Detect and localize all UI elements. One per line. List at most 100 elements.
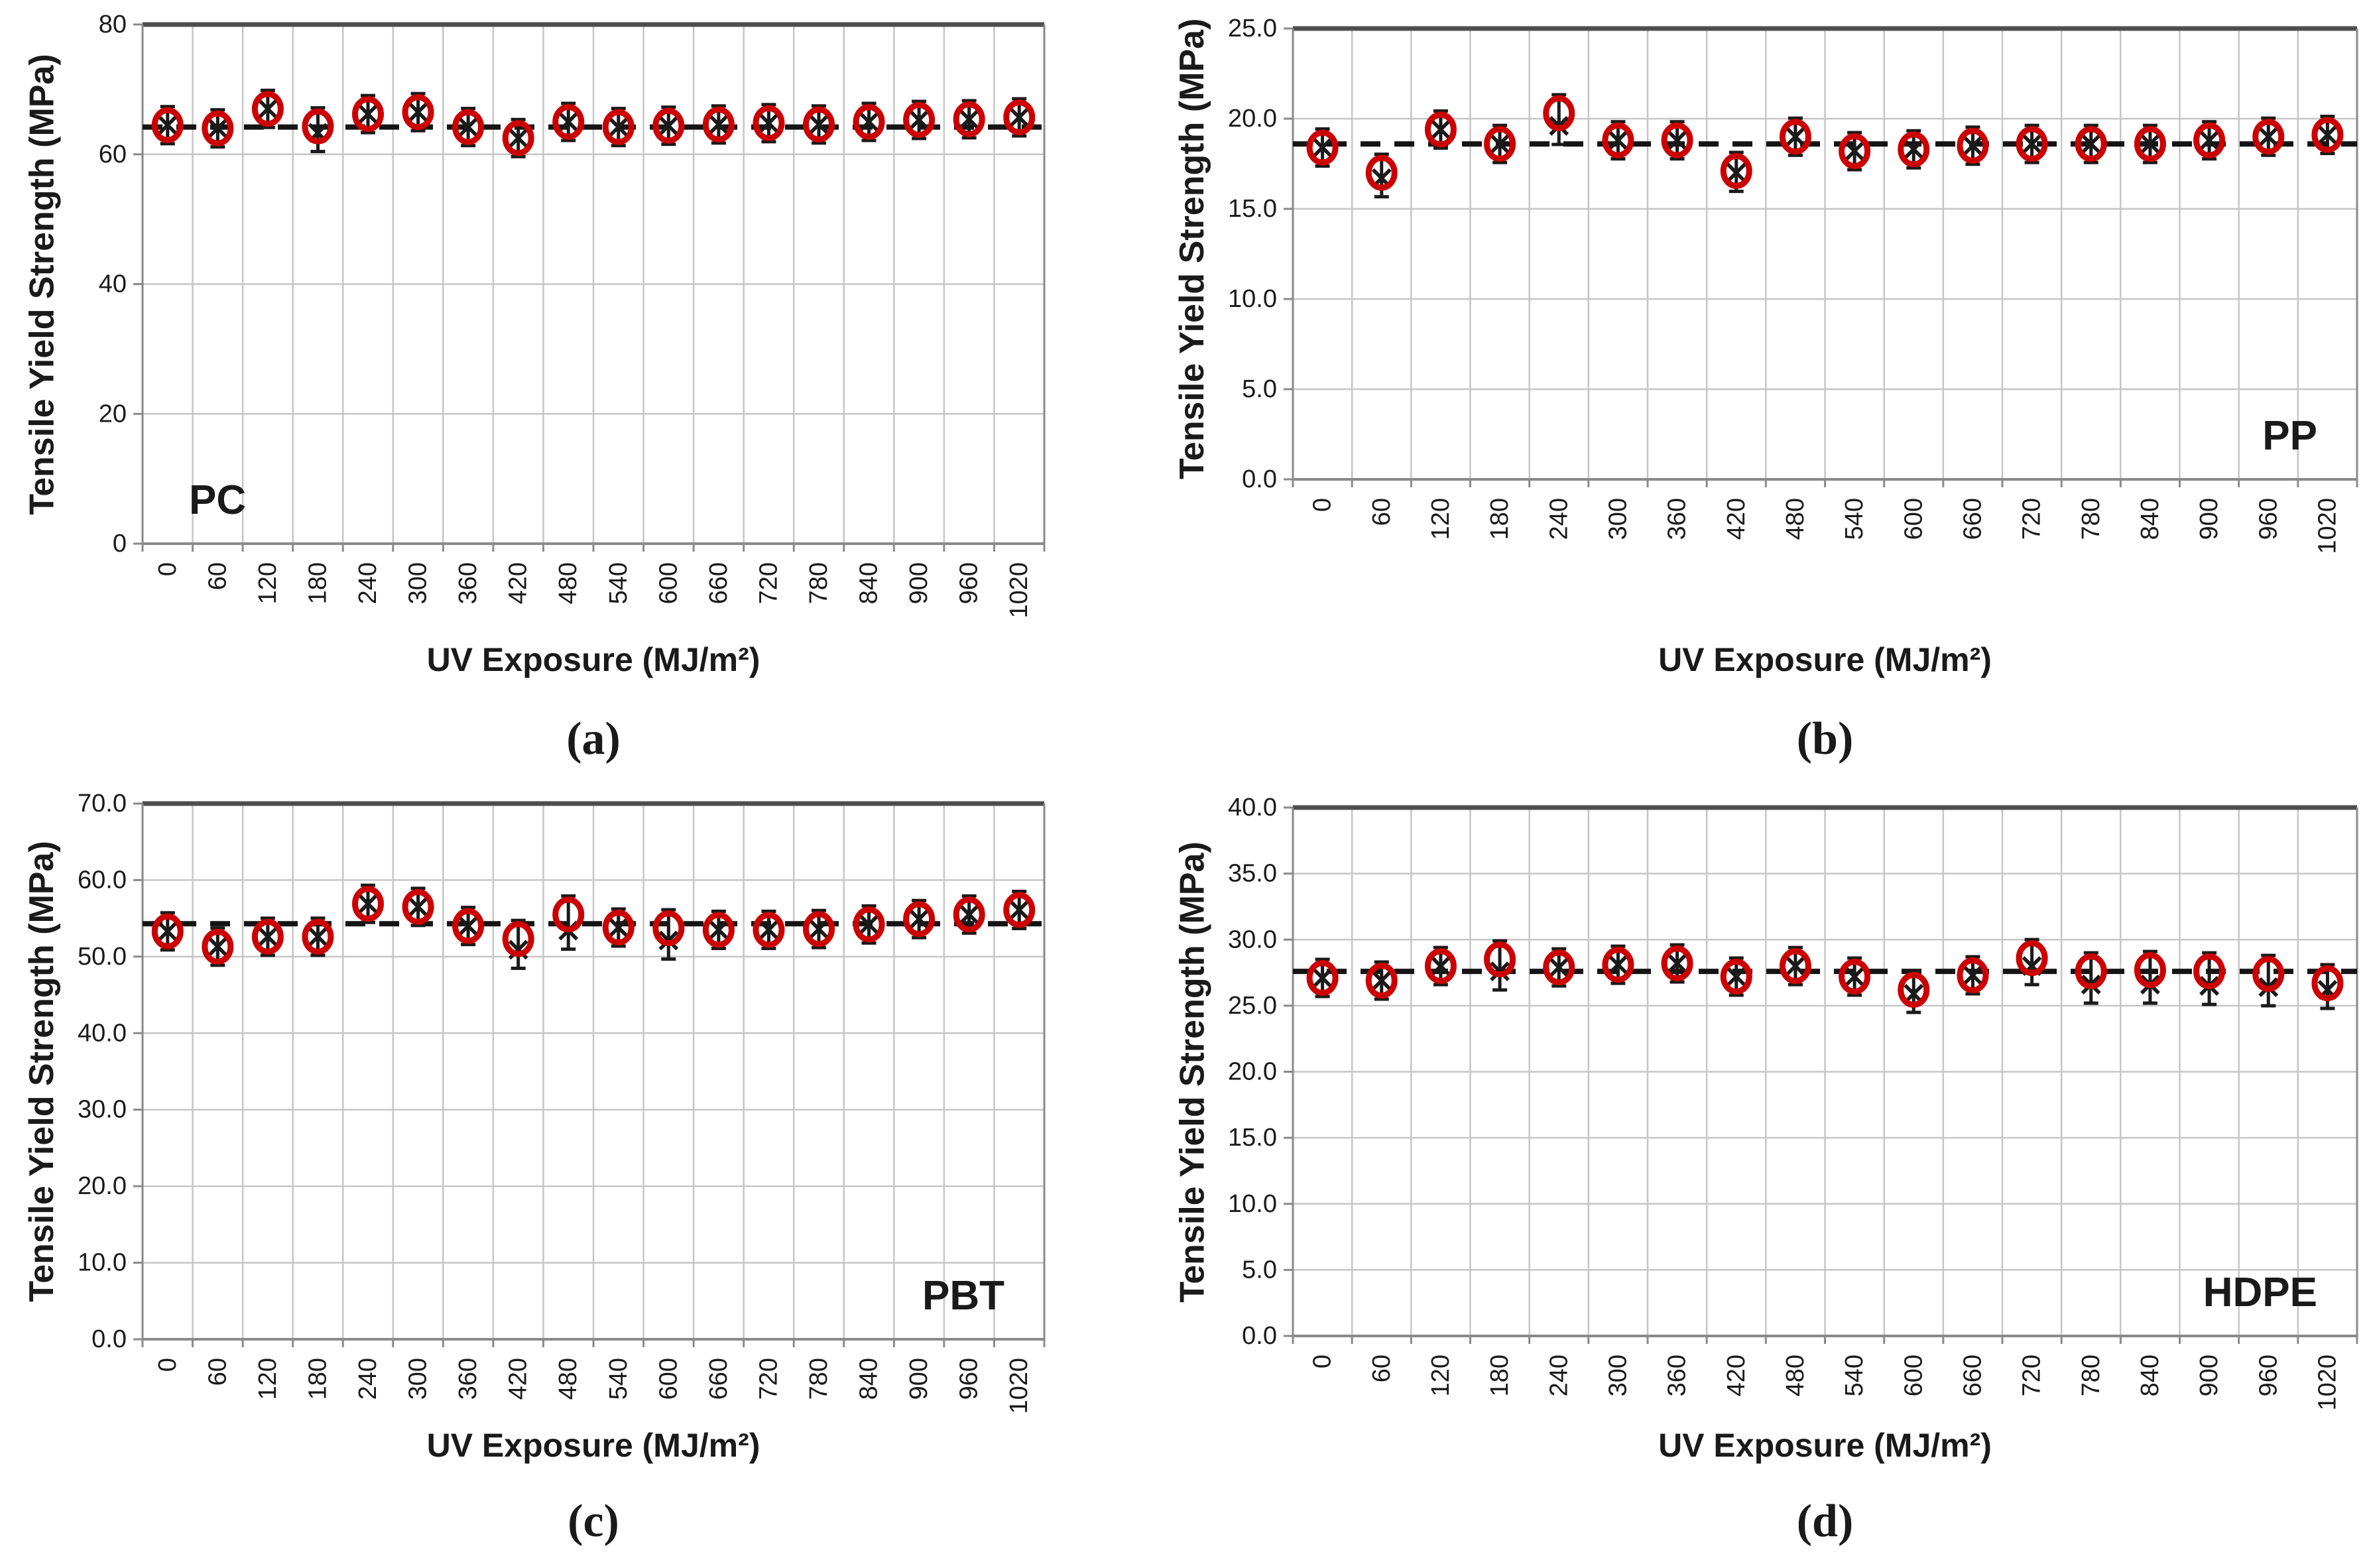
y-axis-title: Tensile Yield Strength (MPa): [1173, 841, 1211, 1303]
red-circle-marker: [1003, 99, 1036, 135]
red-circle-marker: [753, 105, 785, 141]
red-circle-marker: [302, 918, 334, 955]
marker: [452, 107, 485, 148]
red-circle-marker: [652, 107, 685, 144]
svg-text:5.0: 5.0: [1242, 1256, 1277, 1284]
marker: [853, 904, 885, 945]
red-circle-marker: [2016, 940, 2048, 977]
marker: [803, 908, 835, 949]
marker: [2134, 123, 2166, 164]
svg-text:60: 60: [204, 1358, 231, 1386]
svg-text:240: 240: [354, 1358, 382, 1400]
panel-c: 0.0 10.0 20.0 30.0 40.0 50.0 60.0 70.0 0 60 120 180…: [0, 786, 1187, 1568]
y-axis-title: Tensile Yield Strength (MPa): [1173, 18, 1211, 479]
marker: [2252, 116, 2285, 157]
svg-text:540: 540: [605, 562, 633, 604]
marker: [1424, 945, 1457, 987]
red-circle-marker: [352, 96, 384, 133]
marker: [2134, 949, 2166, 1005]
red-circle-marker: [251, 91, 284, 127]
red-circle-marker: [853, 103, 885, 140]
red-circle-marker: [1779, 948, 1811, 985]
red-circle-marker: [702, 912, 735, 948]
marker: [502, 117, 534, 158]
svg-text:240: 240: [1545, 1355, 1573, 1396]
svg-text:240: 240: [1545, 498, 1573, 540]
svg-text:0: 0: [154, 562, 182, 576]
x-axis-title: UV Exposure (MJ/m²): [426, 641, 760, 678]
red-circle-marker: [903, 101, 936, 138]
panel-b: 0.0 5.0 10.0 15.0 20.0 25.0 0 60 120 180 240 300 360…: [1173, 0, 2367, 786]
marker: [251, 916, 284, 957]
svg-text:40: 40: [99, 271, 127, 298]
data-markers: [151, 883, 1036, 970]
marker: [1839, 131, 1871, 172]
red-circle-marker: [1779, 119, 1811, 155]
marker: [1898, 969, 1930, 1014]
marker: [2075, 123, 2107, 164]
marker: [2193, 120, 2226, 161]
red-circle-marker: [402, 888, 434, 925]
red-circle-marker: [1543, 949, 1575, 986]
data-markers: [1306, 937, 2344, 1014]
red-circle-marker: [1424, 111, 1457, 148]
svg-text:300: 300: [1604, 1355, 1632, 1396]
svg-text:0.0: 0.0: [1242, 1322, 1277, 1350]
svg-text:780: 780: [805, 562, 833, 604]
svg-text:1020: 1020: [2313, 498, 2341, 554]
svg-text:780: 780: [2077, 1355, 2105, 1396]
marker: [2311, 114, 2344, 155]
marker: [803, 104, 835, 145]
svg-text:300: 300: [404, 1358, 432, 1400]
red-circle-marker: [1306, 960, 1339, 996]
red-circle-marker: [953, 101, 985, 137]
svg-text:960: 960: [2254, 1355, 2282, 1396]
marker: [602, 907, 635, 948]
gridlines: [143, 804, 1044, 1339]
svg-text:0: 0: [113, 530, 127, 558]
red-circle-marker: [151, 913, 184, 949]
plot-borders: [1292, 805, 2358, 1337]
red-circle-marker: [652, 910, 685, 947]
red-circle-marker: [1484, 126, 1516, 162]
marker: [1365, 960, 1398, 1001]
svg-text:600: 600: [654, 562, 682, 604]
marker: [202, 926, 234, 967]
marker: [1720, 956, 1752, 997]
red-circle-marker: [1365, 963, 1398, 999]
panel-caption: (b): [1796, 713, 1854, 764]
svg-text:600: 600: [1900, 1355, 1927, 1396]
red-circle-marker: [853, 906, 885, 943]
svg-text:30.0: 30.0: [1228, 926, 1277, 953]
panel-a-plot: 0 20 40 60 80 0 60 120 180 240 300 360 420 480 540 600 6…: [99, 11, 1046, 619]
svg-text:420: 420: [505, 1358, 532, 1400]
svg-text:20.0: 20.0: [1228, 1058, 1277, 1086]
axis-ticks: [133, 23, 1046, 552]
marker: [1661, 943, 1693, 984]
marker: [1720, 151, 1752, 194]
svg-text:840: 840: [855, 1358, 883, 1400]
red-circle-marker: [2134, 952, 2166, 989]
marker: [1306, 957, 1339, 998]
marker: [753, 103, 785, 144]
marker: [2016, 937, 2048, 987]
red-circle-marker: [1957, 127, 1989, 164]
svg-text:360: 360: [1664, 1355, 1691, 1396]
red-circle-marker: [452, 109, 485, 145]
red-circle-marker: [502, 921, 534, 957]
marker: [1602, 120, 1634, 161]
marker: [1484, 939, 1516, 992]
marker: [853, 101, 885, 143]
red-circle-marker: [552, 896, 585, 933]
y-tick-labels: 0 20 40 60 80: [99, 11, 127, 558]
red-circle-marker: [1898, 131, 1930, 168]
svg-text:0.0: 0.0: [91, 1325, 127, 1353]
red-circle-marker: [2311, 117, 2344, 153]
svg-text:960: 960: [955, 562, 983, 604]
svg-text:720: 720: [2018, 1355, 2046, 1396]
svg-text:900: 900: [905, 1358, 933, 1400]
marker: [251, 88, 284, 129]
svg-text:720: 720: [755, 562, 782, 604]
svg-text:420: 420: [505, 562, 532, 604]
material-label: HDPE: [2203, 1270, 2317, 1315]
